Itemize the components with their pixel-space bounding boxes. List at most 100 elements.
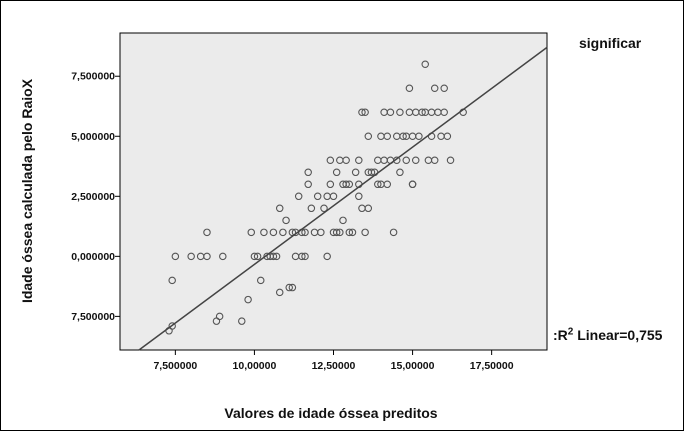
data-point [336,228,344,237]
data-point [332,228,341,237]
data-point [430,84,439,92]
data-point [355,192,363,201]
data-point [203,252,211,261]
data-point [307,204,316,213]
data-point [301,228,309,237]
data-point [389,228,398,237]
data-point [339,216,347,225]
data-point [374,180,382,189]
data-point [272,252,281,261]
data-point [408,180,417,189]
data-point [367,168,376,177]
data-point [282,216,290,225]
data-point [386,108,395,117]
data-point [171,252,180,261]
data-point [326,156,335,165]
data-point [411,156,420,165]
x-tick-label: 7,500000 [153,360,197,372]
data-point [257,276,265,285]
data-point [339,180,347,189]
data-point [399,132,407,141]
data-point [187,252,195,261]
x-tick-label: 17,50000 [470,360,514,372]
annotation-top: significar [579,35,642,51]
x-axis-label: Valores de idade óssea preditos [224,405,438,421]
data-point [323,252,331,261]
data-point [358,108,366,117]
data-point [402,132,410,141]
y-tick-label: 5,000000 [71,131,115,143]
data-point [361,108,369,117]
data-point [215,312,224,321]
data-point [260,228,268,237]
data-point [351,168,360,177]
data-point [342,156,350,165]
data-point [294,192,303,201]
data-point [250,252,259,261]
x-tick-label: 15,00000 [391,360,435,372]
data-point [253,252,262,261]
data-point [348,228,357,237]
data-point [168,322,176,330]
data-point [326,180,335,189]
data-point [405,84,414,92]
data-point [342,180,350,189]
data-point [301,252,309,261]
data-point [383,180,392,189]
data-point [238,317,246,325]
data-point [355,156,363,165]
data-point [244,295,252,304]
data-point [421,60,429,68]
data-point [269,228,278,237]
y-tick-label: 0,000000 [71,251,115,263]
y-tick-label: 7,500000 [71,311,115,323]
data-point [313,192,322,201]
data-point [402,156,410,165]
data-point [275,288,284,297]
data-point [364,132,373,141]
data-point [396,108,404,117]
r2-text: Linear=0,755 [573,327,663,343]
data-point [317,228,325,237]
data-point [332,168,341,177]
data-point [285,283,293,292]
r2-superscript: 2 [567,326,574,338]
data-point [279,228,287,237]
data-point [418,108,426,117]
data-point [440,108,448,117]
data-point [329,192,338,201]
data-point [396,168,404,177]
data-point [440,84,448,92]
data-point [298,252,306,261]
data-point [361,228,369,237]
data-point [247,228,256,237]
y-tick-label: 2,500000 [71,191,115,203]
data-point [415,132,423,141]
data-point [427,108,436,117]
data-point [203,228,211,237]
y-tick-label: 7,500000 [71,71,115,83]
data-point [304,180,312,189]
data-point [446,156,455,165]
data-point [345,228,354,237]
data-point [364,204,373,213]
data-point [430,156,439,165]
data-point [320,204,328,213]
data-point [288,283,297,292]
data-point [275,204,284,213]
data-point [168,276,176,285]
data-point [443,132,452,141]
data-point [383,132,392,141]
data-point [304,168,312,177]
y-axis-label: Idade óssea calculada pelo RaioX [19,78,35,304]
fit-line [138,46,548,351]
x-tick-label: 10,00000 [233,360,277,372]
r2-annotation: :R2 Linear=0,755 [553,327,662,343]
plot-area [119,32,548,351]
x-tick-label: 12,50000 [312,360,356,372]
data-point [269,252,278,261]
r2-prefix: :R [553,327,568,343]
data-point [219,252,227,261]
